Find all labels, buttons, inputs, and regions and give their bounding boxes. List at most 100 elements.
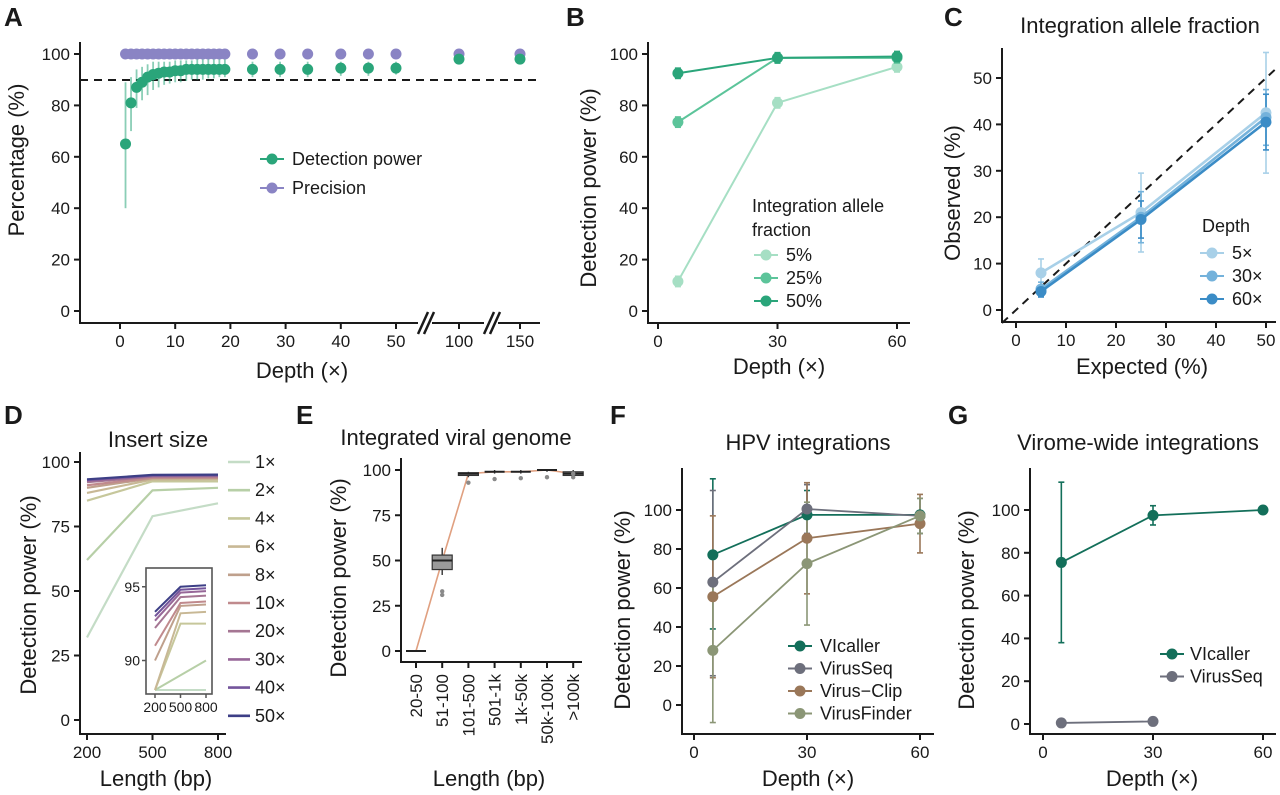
panel-d-ylabel: Detection power (%) bbox=[16, 495, 41, 694]
detection-power-point bbox=[274, 63, 286, 75]
series-point-60× bbox=[1035, 285, 1047, 297]
legend-label-VirusSeq: VirusSeq bbox=[820, 659, 893, 679]
legend-label-25pct: 25% bbox=[786, 268, 822, 288]
box-outlier bbox=[571, 471, 576, 476]
x-tick-label: 51-100 bbox=[433, 674, 452, 727]
x-tick-label: 150 bbox=[506, 332, 534, 351]
legend-swatch-30x bbox=[1206, 270, 1218, 282]
panel-a-axis-break bbox=[416, 311, 502, 335]
y-tick-label: 25 bbox=[372, 597, 391, 616]
legend-swatch-5pct bbox=[760, 249, 772, 261]
box-outlier bbox=[440, 592, 445, 598]
panel-c-legend: Depth 5× 30× 60× bbox=[1200, 216, 1263, 309]
legend-label-4×: 4× bbox=[255, 508, 276, 528]
x-tick-label: 10 bbox=[1057, 331, 1076, 350]
legend-title-allele-fraction-1: Integration allele bbox=[752, 196, 884, 216]
legend-label-20×: 20× bbox=[255, 621, 286, 641]
panel-d-marks bbox=[86, 473, 219, 638]
panel-letter-b: B bbox=[566, 2, 585, 32]
panel-letter-d: D bbox=[4, 400, 23, 430]
series-line-VirusSeq bbox=[1061, 720, 1154, 724]
y-tick-label: 25 bbox=[51, 647, 70, 666]
precision-point bbox=[390, 48, 402, 60]
y-tick-label: 0 bbox=[61, 302, 70, 321]
panel-letter-e: E bbox=[296, 400, 313, 430]
panel-f-axis-lines bbox=[681, 468, 934, 735]
series-point-VirusFinder bbox=[801, 558, 813, 570]
panel-e: E Integrated viral genome Detection powe… bbox=[296, 400, 584, 791]
series-point-VirusSeq bbox=[707, 576, 719, 588]
legend-label-30×: 30× bbox=[255, 649, 286, 669]
y-tick-label: 100 bbox=[42, 45, 70, 64]
series-point-60× bbox=[1260, 116, 1272, 128]
x-tick-label: 501-1k bbox=[486, 674, 505, 726]
series-line-50% bbox=[677, 55, 898, 75]
inset-y-tick-label: 90 bbox=[124, 653, 140, 669]
y-tick-label: 40 bbox=[973, 115, 992, 134]
series-point-60× bbox=[1135, 214, 1147, 226]
panel-letter-c: C bbox=[944, 2, 963, 32]
y-tick-label: 20 bbox=[653, 657, 672, 676]
panel-b-ylabel: Detection power (%) bbox=[576, 88, 601, 287]
x-tick-label: 20-50 bbox=[407, 674, 426, 717]
detection-power-point bbox=[335, 62, 347, 74]
y-tick-label: 40 bbox=[619, 199, 638, 218]
identity-line bbox=[1001, 67, 1277, 324]
panel-b-legend: Integration allele fraction 5% 25% 50% bbox=[752, 196, 884, 311]
box-outlier bbox=[440, 589, 445, 594]
panel-d-inset: 90 95 200 500 800 bbox=[124, 579, 217, 715]
y-tick-label: 80 bbox=[619, 96, 638, 115]
inset-series-line-30× bbox=[154, 590, 207, 622]
x-tick-label: 40 bbox=[331, 332, 350, 351]
panel-e-ylabel: Detection power (%) bbox=[326, 478, 351, 677]
y-tick-label: 80 bbox=[1001, 544, 1020, 563]
x-tick-label: 500 bbox=[138, 743, 166, 762]
x-tick-label: >100k bbox=[564, 674, 583, 721]
panel-c-ylabel: Observed (%) bbox=[940, 125, 965, 261]
legend-label-60x: 60× bbox=[1232, 289, 1263, 309]
y-tick-label: 0 bbox=[663, 696, 672, 715]
y-tick-label: 100 bbox=[363, 461, 391, 480]
series-point-5% bbox=[672, 275, 684, 287]
y-tick-label: 40 bbox=[51, 199, 70, 218]
x-tick-label: 1k-50k bbox=[512, 674, 531, 726]
panel-g-legend: VIcaller VirusSeq bbox=[1160, 644, 1263, 687]
box-outlier bbox=[518, 475, 523, 481]
x-tick-label: 60 bbox=[1254, 743, 1273, 762]
legend-label-6×: 6× bbox=[255, 537, 276, 557]
inset-x-tick-label: 800 bbox=[194, 699, 218, 715]
panel-b-marks bbox=[672, 50, 903, 288]
detection-power-point bbox=[302, 63, 314, 75]
inset-series-line-40× bbox=[154, 587, 207, 617]
detection-power-point bbox=[514, 53, 526, 65]
x-tick-label: 30 bbox=[768, 332, 787, 351]
series-point-VIcaller bbox=[707, 549, 719, 561]
panel-g: G Virome-wide integrations Detection pow… bbox=[948, 400, 1276, 791]
panel-d-title: Insert size bbox=[108, 427, 208, 452]
x-tick-label: 50k-100k bbox=[538, 674, 557, 744]
panel-b-axis-lines bbox=[647, 42, 910, 324]
series-point-Virus−Clip bbox=[801, 532, 813, 544]
panel-c: C Integration allele fraction Observed (… bbox=[940, 2, 1277, 379]
x-tick-label: 60 bbox=[888, 332, 907, 351]
panel-g-ticks: 0 20 40 60 80 100 0 30 60 bbox=[992, 501, 1273, 762]
series-line-4× bbox=[86, 480, 218, 502]
panel-b: B Detection power (%) Depth (×) 0 20 40 60 8… bbox=[566, 2, 910, 379]
x-tick-label: 0 bbox=[115, 332, 124, 351]
panel-f: F HPV integrations Detection power (%) D… bbox=[610, 400, 934, 791]
series-point-VirusSeq bbox=[1147, 715, 1159, 727]
legend-swatch-VirusFinder bbox=[794, 708, 806, 719]
y-tick-label: 75 bbox=[51, 518, 70, 537]
legend-title-depth: Depth bbox=[1202, 216, 1250, 236]
y-tick-label: 30 bbox=[973, 162, 992, 181]
legend-label-VirusFinder: VirusFinder bbox=[820, 704, 912, 724]
series-point-50% bbox=[891, 51, 903, 63]
precision-point bbox=[274, 48, 286, 60]
x-tick-label: 30 bbox=[798, 743, 817, 762]
precision-point bbox=[246, 48, 258, 60]
legend-label-VIcaller: VIcaller bbox=[1190, 644, 1250, 664]
legend-swatch-VIcaller bbox=[1166, 648, 1178, 660]
panel-c-xlabel: Expected (%) bbox=[1076, 354, 1208, 379]
series-point-5% bbox=[772, 97, 783, 109]
